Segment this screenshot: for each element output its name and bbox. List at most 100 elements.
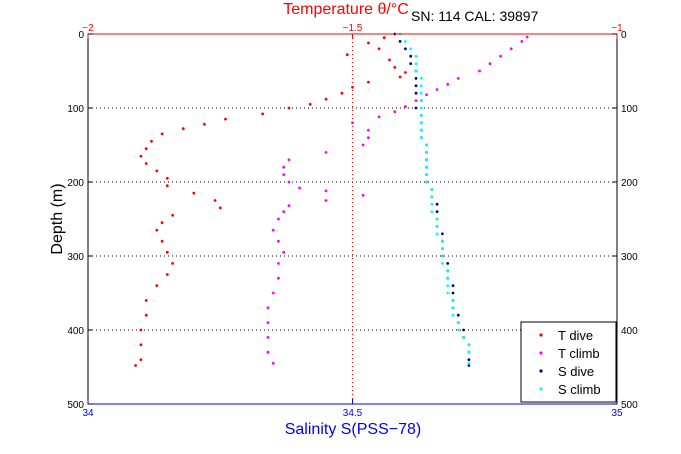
data-point bbox=[139, 358, 143, 361]
data-point bbox=[525, 35, 529, 39]
bottom-tick-label: 35 bbox=[611, 408, 623, 419]
data-point bbox=[419, 136, 423, 140]
data-point bbox=[488, 62, 492, 65]
legend-label: T dive bbox=[558, 328, 593, 343]
data-point bbox=[446, 269, 450, 273]
data-point bbox=[388, 58, 391, 62]
data-point bbox=[139, 154, 143, 158]
data-point bbox=[266, 336, 270, 339]
data-point bbox=[266, 306, 270, 310]
data-point bbox=[404, 105, 407, 108]
data-point bbox=[287, 204, 291, 208]
data-point bbox=[425, 151, 428, 154]
data-point bbox=[144, 313, 148, 317]
top-tick-label: −2 bbox=[82, 23, 94, 34]
data-point bbox=[414, 84, 418, 88]
data-point bbox=[419, 106, 423, 110]
axis-ticks: −2 −1.5 −1 34 34.5 35 0 0 100 100 200 200 300 300 400 4… bbox=[67, 23, 638, 419]
data-point bbox=[404, 40, 407, 43]
bottom-tick-label: 34 bbox=[82, 408, 94, 419]
legend-label: S dive bbox=[558, 364, 594, 379]
annotation: SN: 114 CAL: 39897 bbox=[411, 8, 539, 24]
left-tick-label: 200 bbox=[67, 178, 84, 189]
data-point bbox=[351, 85, 354, 89]
data-point bbox=[414, 69, 418, 73]
data-point bbox=[261, 112, 264, 116]
left-tick-label: 100 bbox=[67, 104, 84, 115]
data-point bbox=[467, 364, 471, 367]
data-point bbox=[361, 193, 365, 197]
data-point bbox=[377, 47, 381, 51]
data-point bbox=[409, 54, 413, 58]
data-point bbox=[419, 84, 423, 88]
data-point bbox=[456, 328, 460, 332]
data-point bbox=[160, 221, 164, 225]
data-point bbox=[414, 99, 418, 102]
data-point bbox=[155, 228, 159, 232]
data-point bbox=[287, 158, 291, 162]
data-point bbox=[192, 191, 196, 195]
data-point bbox=[435, 202, 439, 206]
data-point bbox=[435, 217, 439, 221]
data-point bbox=[218, 206, 222, 210]
data-point bbox=[144, 147, 148, 151]
data-point bbox=[419, 114, 423, 117]
data-point bbox=[282, 173, 286, 177]
left-tick-label: 300 bbox=[67, 252, 84, 263]
data-point bbox=[441, 262, 444, 265]
data-point bbox=[324, 97, 328, 101]
right-tick-label: 400 bbox=[621, 326, 638, 337]
data-point bbox=[213, 199, 217, 202]
data-point bbox=[139, 343, 143, 347]
data-point bbox=[271, 228, 275, 232]
data-point bbox=[144, 299, 148, 302]
legend-marker bbox=[539, 387, 543, 391]
legend-label: S climb bbox=[558, 382, 601, 397]
data-point bbox=[367, 128, 370, 132]
data-point bbox=[435, 210, 439, 214]
chart-title: Temperature θ/°C bbox=[283, 1, 409, 18]
data-point bbox=[144, 162, 148, 165]
data-point bbox=[393, 110, 397, 114]
data-point bbox=[404, 71, 407, 74]
data-point bbox=[171, 213, 175, 217]
bottom-tick-label: 34.5 bbox=[343, 408, 363, 419]
data-point bbox=[419, 99, 423, 102]
data-point bbox=[398, 40, 402, 43]
data-point bbox=[345, 53, 349, 57]
data-point bbox=[271, 361, 275, 365]
data-point bbox=[441, 247, 444, 251]
y-axis-label: Depth (m) bbox=[49, 183, 66, 254]
top-tick-label: −1.5 bbox=[343, 23, 363, 34]
data-point bbox=[451, 313, 455, 317]
data-point bbox=[171, 262, 175, 265]
data-point bbox=[404, 47, 407, 51]
data-point bbox=[382, 36, 386, 40]
series-t-dive bbox=[134, 36, 407, 367]
data-point bbox=[456, 321, 460, 324]
data-point bbox=[430, 195, 434, 199]
data-point bbox=[324, 199, 328, 202]
data-point bbox=[430, 210, 434, 214]
data-point bbox=[446, 284, 450, 287]
data-point bbox=[446, 291, 450, 295]
data-point bbox=[462, 328, 465, 332]
series-layer bbox=[134, 32, 529, 367]
data-point bbox=[298, 186, 301, 190]
data-point bbox=[398, 75, 402, 79]
data-point bbox=[277, 262, 280, 265]
data-point bbox=[165, 176, 169, 180]
data-point bbox=[160, 239, 164, 243]
data-point bbox=[451, 284, 455, 287]
data-point bbox=[446, 276, 450, 280]
left-tick-label: 400 bbox=[67, 326, 84, 337]
data-point bbox=[150, 139, 153, 143]
data-point bbox=[266, 350, 270, 354]
data-point bbox=[367, 136, 370, 140]
series-s-climb bbox=[398, 32, 471, 365]
data-point bbox=[414, 77, 418, 80]
data-point bbox=[324, 189, 328, 193]
data-point bbox=[451, 291, 455, 295]
data-point bbox=[277, 276, 280, 280]
data-point bbox=[451, 306, 455, 310]
